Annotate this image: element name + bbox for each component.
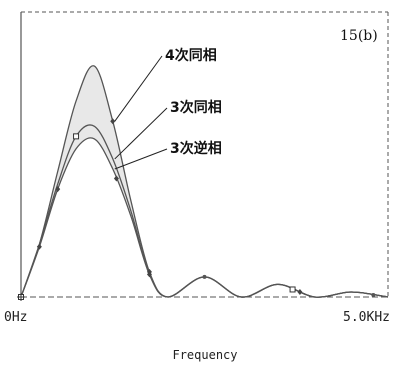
x-tick-labels: 0Hz 5.0KHz [4,293,390,325]
marker-diamond-10 [297,288,303,295]
marker-diamond-4 [113,175,119,182]
series-line-3 [20,137,389,298]
annotation-leader-3 [114,148,168,170]
marker-dot-11 [371,292,376,297]
annotation-label-2: 3次同相 [170,99,222,116]
x-tick-label-start: 0Hz [4,310,27,325]
marker-dot-8 [202,274,207,279]
marker-square-9 [289,286,296,293]
annotation-label-1: 4次同相 [165,47,217,64]
marker-diamond-3 [55,186,61,193]
chart-frame [20,11,389,298]
x-axis-label: Frequency [172,348,237,362]
marker-square-1 [73,133,80,140]
annotations: 4次同相 3次同相 3次逆相 [114,47,222,170]
marker-diamond-6 [146,271,152,278]
figure-label: 15(b) [340,28,378,44]
annotation-leader-2 [114,107,168,160]
annotation-label-3: 3次逆相 [170,140,222,157]
marker-diamond-2 [36,243,42,250]
marker-diamond-0 [110,118,116,125]
annotation-leader-1 [114,55,163,122]
x-tick-label-end: 5.0KHz [343,310,390,325]
